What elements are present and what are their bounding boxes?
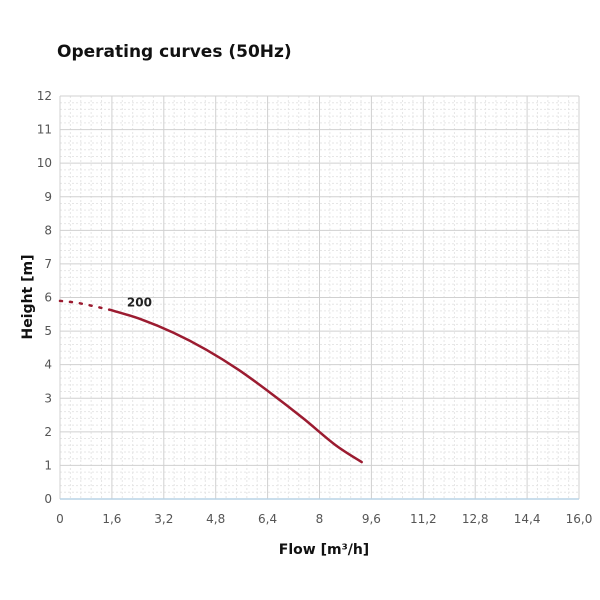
x-tick-label: 12,8 [462, 512, 489, 526]
x-tick-label: 14,4 [514, 512, 541, 526]
y-tick-label: 1 [44, 458, 52, 472]
chart-title: Operating curves (50Hz) [57, 42, 292, 62]
x-axis-label: Flow [m³/h] [279, 542, 369, 558]
x-tick-label: 11,2 [410, 512, 437, 526]
x-tick-label: 3,2 [154, 512, 173, 526]
y-tick-label: 7 [44, 257, 52, 271]
y-tick-label: 8 [44, 223, 52, 237]
y-tick-label: 2 [44, 425, 52, 439]
series-line [110, 309, 363, 464]
y-tick-label: 6 [44, 291, 52, 305]
y-tick-label: 11 [37, 123, 52, 137]
major-grid [59, 95, 580, 500]
y-tick-label: 9 [44, 190, 52, 204]
x-tick-label: 8 [316, 512, 324, 526]
series-extrapolated-line [58, 299, 114, 312]
y-tick-label: 5 [44, 324, 52, 338]
series-layer: 200 [58, 295, 363, 464]
y-tick-label: 4 [44, 358, 52, 372]
x-tick-label: 1,6 [102, 512, 121, 526]
series-label: 200 [127, 295, 152, 309]
y-tick-label: 3 [44, 391, 52, 405]
x-tick-label: 0 [56, 512, 64, 526]
x-tick-label: 9,6 [362, 512, 381, 526]
x-tick-label: 16,0 [566, 512, 593, 526]
x-tick-label: 4,8 [206, 512, 225, 526]
y-axis-label: Height [m] [20, 255, 36, 340]
y-tick-label: 0 [44, 492, 52, 506]
y-tick-label: 12 [37, 89, 52, 103]
y-tick-label: 10 [37, 156, 52, 170]
x-tick-label: 6,4 [258, 512, 277, 526]
x-axis-ticks: 0 1,6 3,2 4,8 6,4 8 9,6 11,2 12,8 14,4 16,0 [56, 512, 592, 526]
